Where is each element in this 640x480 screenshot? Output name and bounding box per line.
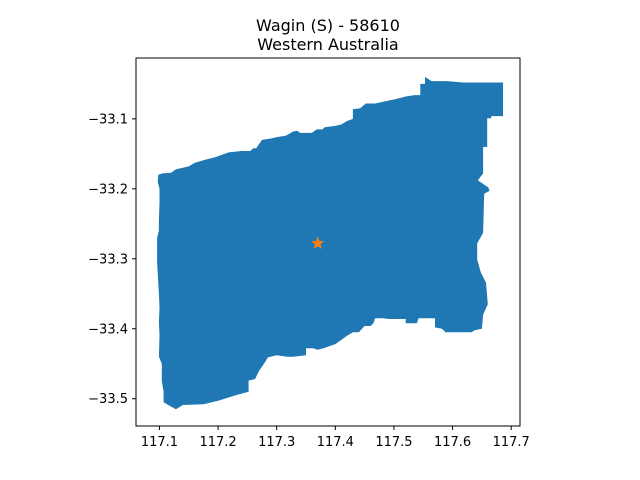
x-tick-label: 117.5 — [375, 435, 412, 450]
x-tick-label: 117.7 — [493, 435, 530, 450]
centroid-star-marker — [311, 236, 325, 250]
plot-area — [135, 57, 521, 427]
x-axis: 117.1 117.2 117.3 117.4 117.5 117.6 117.7 — [141, 426, 530, 450]
map-title-line2: Western Australia — [257, 35, 398, 54]
x-tick-label: 117.6 — [434, 435, 471, 450]
axes-frame — [135, 57, 521, 427]
x-tick-label: 117.2 — [199, 435, 236, 450]
x-tick-label: 117.3 — [258, 435, 295, 450]
y-tick-label: −33.2 — [88, 182, 128, 197]
y-tick-label: −33.4 — [88, 322, 128, 337]
y-tick-label: −33.3 — [88, 252, 128, 267]
map-title-line1: Wagin (S) - 58610 — [256, 16, 400, 35]
y-tick-label: −33.5 — [88, 392, 128, 407]
x-tick-label: 117.4 — [317, 435, 354, 450]
y-axis: −33.1 −33.2 −33.3 −33.4 −33.5 — [88, 112, 136, 407]
y-tick-label: −33.1 — [88, 112, 128, 127]
region-polygon — [157, 76, 503, 410]
x-tick-label: 117.1 — [141, 435, 178, 450]
